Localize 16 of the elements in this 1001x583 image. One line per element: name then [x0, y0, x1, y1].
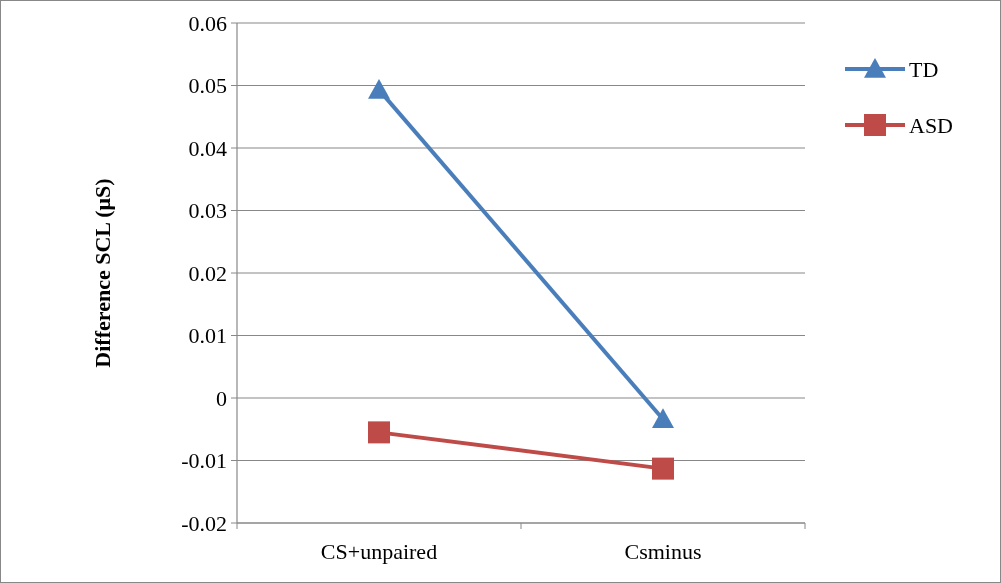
- y-tick-label: 0.04: [188, 135, 227, 161]
- point: [652, 457, 674, 480]
- y-tick-label: 0.01: [188, 323, 227, 349]
- point: [368, 421, 390, 444]
- x-tick-label: CS+unpaired: [320, 539, 438, 564]
- y-tick-label: 0: [216, 385, 227, 411]
- y-tick-label: -0.02: [181, 510, 227, 536]
- y-axis-title: Difference SCL (μS): [90, 178, 115, 368]
- legend-label: ASD: [909, 112, 954, 138]
- x-tick-label: Csminus: [624, 539, 702, 564]
- y-tick-label: 0.05: [188, 73, 227, 99]
- y-tick-label: 0.03: [188, 198, 227, 224]
- legend-label: TD: [909, 56, 939, 82]
- y-tick-label: 0.06: [188, 10, 227, 36]
- y-tick-label: 0.02: [188, 260, 227, 286]
- y-tick-label: -0.01: [181, 448, 227, 474]
